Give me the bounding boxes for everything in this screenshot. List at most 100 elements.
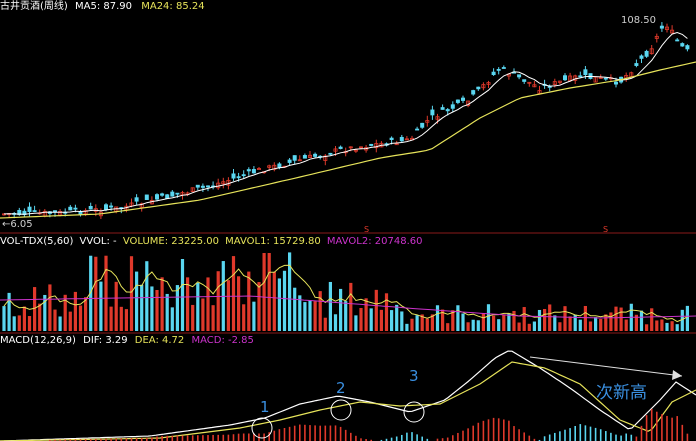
volume-bar (344, 301, 348, 331)
candle-body (88, 205, 93, 210)
volume-bar (359, 307, 363, 331)
volume-bar (63, 294, 67, 331)
candle-body (614, 81, 619, 85)
candle-body (170, 191, 175, 197)
volume-bar (502, 314, 506, 331)
volume-bar (308, 300, 312, 331)
candle-body (256, 168, 261, 170)
dea-line (0, 361, 696, 441)
volume-bar (655, 320, 659, 331)
ma24-label: MA24: (141, 1, 173, 12)
candle-body (353, 149, 358, 152)
candle-body (175, 192, 180, 195)
candle-body (221, 181, 226, 185)
candle-body (440, 107, 445, 110)
volume-bar (140, 284, 144, 331)
candle-body (394, 143, 399, 146)
ma24-line (0, 61, 696, 219)
candle-body (195, 184, 200, 188)
volume-bar (573, 314, 577, 331)
high-price-label: 108.50 (621, 15, 656, 26)
candle-body (415, 128, 420, 131)
volume-bar (451, 310, 455, 331)
volume-bar (492, 315, 496, 331)
volume-bar (599, 318, 603, 331)
volume-bar (568, 316, 572, 331)
volume-bar (543, 309, 547, 331)
candle-body (680, 43, 685, 47)
volume-bar (206, 277, 210, 331)
volume-bar (339, 288, 343, 331)
annotation-circle-3 (403, 401, 425, 423)
volume-bar (226, 280, 230, 331)
dif-line (0, 350, 696, 441)
volume-bar (395, 304, 399, 331)
candle-body (583, 69, 588, 76)
volume-bar (405, 323, 409, 331)
volume-bar (155, 289, 159, 331)
volume-bar (2, 306, 6, 331)
low-arrow-icon: ← (2, 219, 11, 230)
volume-bar (604, 314, 608, 331)
volume-bar (481, 313, 485, 331)
volume-bar (624, 319, 628, 331)
volume-bar (288, 252, 292, 331)
volume-bar (354, 315, 358, 331)
candle-body (598, 77, 603, 79)
volume-bar (660, 319, 664, 331)
volume-bar (282, 270, 287, 331)
volume-bar (665, 322, 669, 331)
volume-bar (196, 282, 200, 331)
volume-bar (124, 309, 128, 331)
volume-bar (512, 310, 516, 331)
volume-bar (379, 309, 383, 331)
volume-bar (17, 315, 21, 331)
volume-bar (634, 314, 638, 331)
macd-indicator-name: MACD(12,26,9) (0, 335, 76, 346)
candle-body (603, 77, 608, 80)
volume-bar (170, 307, 174, 331)
candle-body (251, 169, 256, 174)
volume-bar (517, 322, 521, 331)
volume-bar (333, 314, 338, 331)
candle-body (272, 164, 277, 170)
volume-bar (456, 305, 460, 331)
volume-bar (537, 309, 542, 331)
macd-label: MACD: -2.85 (191, 335, 254, 346)
volume-bar (293, 287, 297, 331)
volume-bar (104, 255, 108, 331)
dea-label: DEA: 4.72 (134, 335, 185, 346)
candle-body (532, 84, 537, 88)
candle-body (328, 152, 333, 155)
volume-bar (165, 293, 169, 331)
volume-bar (318, 291, 322, 331)
candle-body (297, 159, 302, 162)
candle-body (675, 39, 680, 42)
candle-body (659, 25, 664, 29)
candle-body (358, 146, 363, 149)
volume-bar (211, 305, 215, 331)
volume-bar (84, 297, 88, 331)
candle-body (78, 211, 83, 215)
volume-bar (497, 319, 501, 331)
candle-body (593, 76, 598, 83)
volume-bar (237, 276, 241, 331)
candle-body (496, 68, 501, 71)
volume-bar (680, 309, 684, 331)
candle-body (557, 80, 562, 83)
volume-bar (298, 295, 302, 331)
candle-body (445, 109, 450, 112)
volume-bar (73, 291, 77, 331)
volume-bar (466, 322, 470, 331)
volume-bar (619, 307, 623, 331)
annotations-layer (251, 356, 683, 439)
candle-body (578, 75, 583, 78)
candle-body (481, 84, 486, 89)
volume-bar (33, 287, 37, 331)
candle-body (501, 67, 506, 69)
mavol1-line (3, 264, 688, 323)
volume-bar (471, 319, 475, 331)
candle-body (435, 116, 440, 120)
